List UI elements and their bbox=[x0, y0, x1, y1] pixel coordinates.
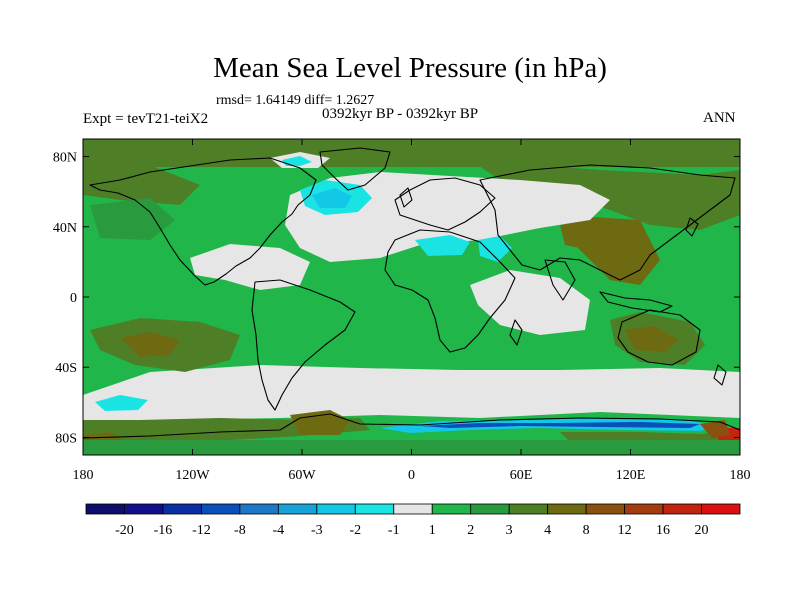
field-pacific-north bbox=[90, 198, 175, 240]
colorbar-label: -2 bbox=[349, 523, 361, 538]
field-labrador-low-core bbox=[312, 188, 352, 208]
field-arctic-lobe-west bbox=[83, 160, 200, 205]
colorbar: -20 -16 -12 -8 -4 -3 -2 -1 1 2 3 4 8 12 16 20 bbox=[85, 503, 741, 538]
coast-north-america bbox=[89, 157, 317, 286]
colorbar-swatch bbox=[662, 503, 702, 515]
field-antarctic-north-orange bbox=[700, 420, 730, 438]
field-southern-band-neutral bbox=[83, 365, 740, 420]
field-sahara-low bbox=[415, 235, 470, 256]
lon-tick-label: 60W bbox=[288, 468, 316, 483]
coast-greenland bbox=[319, 147, 391, 191]
field-polar-bottom bbox=[83, 440, 740, 455]
colorbar-label: 2 bbox=[467, 523, 474, 538]
colorbar-label: 20 bbox=[695, 523, 709, 538]
period-label: 0392kyr BP - 0392kyr BP bbox=[322, 106, 479, 122]
colorbar-swatch bbox=[354, 503, 395, 515]
coast-uk bbox=[399, 187, 413, 208]
colorbar-swatch bbox=[239, 503, 279, 515]
colorbar-swatch bbox=[624, 503, 664, 515]
colorbar-swatch bbox=[277, 503, 318, 515]
coast-asia bbox=[479, 164, 736, 281]
field-australia-core bbox=[625, 326, 678, 352]
lon-tick-label: 180 bbox=[73, 468, 94, 483]
colorbar-swatch bbox=[470, 503, 510, 515]
colorbar-label: -16 bbox=[154, 523, 173, 538]
colorbar-label: -12 bbox=[192, 523, 211, 538]
colorbar-label: 12 bbox=[618, 523, 632, 538]
stats-line: rmsd= 1.64149 diff= 1.2627 bbox=[216, 93, 375, 108]
colorbar-label: 1 bbox=[429, 523, 436, 538]
coast-japan bbox=[685, 217, 699, 237]
field-antarctic-coast-core bbox=[420, 422, 700, 428]
colorbar-swatch bbox=[508, 503, 549, 515]
lon-tick-label: 120W bbox=[175, 468, 210, 483]
coast-australia bbox=[617, 309, 701, 366]
lat-tick-label: 40S bbox=[55, 361, 77, 376]
colorbar-swatch bbox=[201, 503, 241, 515]
lon-tick-label: 60E bbox=[510, 468, 533, 483]
season-label: ANN bbox=[703, 110, 736, 126]
colorbar-swatch bbox=[547, 503, 587, 515]
colorbar-label: -8 bbox=[234, 523, 246, 538]
field-arctic-low bbox=[282, 156, 312, 166]
colorbar-swatch bbox=[124, 503, 164, 515]
lat-tick-label: 40N bbox=[53, 221, 77, 236]
colorbar-swatch bbox=[393, 503, 433, 515]
field-indian-ocean-neutral bbox=[470, 270, 590, 335]
coast-new-zealand bbox=[713, 364, 727, 386]
lon-tick-label: 180 bbox=[730, 468, 751, 483]
coast-indonesia bbox=[599, 291, 673, 313]
colorbar-label: 16 bbox=[656, 523, 670, 538]
lat-tick-label: 0 bbox=[70, 291, 77, 306]
colorbar-label: 4 bbox=[544, 523, 551, 538]
coast-africa bbox=[384, 229, 516, 353]
colorbar-swatch bbox=[431, 503, 472, 515]
lon-tick-label: 0 bbox=[408, 468, 415, 483]
field-south-pacific-low bbox=[95, 395, 148, 411]
colorbar-swatch bbox=[585, 503, 625, 515]
coast-europe bbox=[394, 177, 496, 231]
colorbar-label: -4 bbox=[273, 523, 285, 538]
lat-tick-label: 80N bbox=[53, 151, 77, 166]
lon-tick-label: 120E bbox=[616, 468, 646, 483]
coast-india bbox=[544, 259, 576, 301]
colorbar-label: -1 bbox=[388, 523, 400, 538]
colorbar-label: 8 bbox=[583, 523, 590, 538]
coast-madagascar bbox=[509, 319, 523, 346]
lat-tick-label: 80S bbox=[55, 431, 77, 446]
map-title: Mean Sea Level Pressure (in hPa) bbox=[213, 52, 607, 84]
field-south-pacific-core bbox=[120, 332, 180, 357]
colorbar-label: -3 bbox=[311, 523, 323, 538]
colorbar-label: 3 bbox=[506, 523, 513, 538]
map-axes: 180 120W 60W 0 60E 120E 180 80N 40N 0 40S 80S bbox=[53, 139, 751, 483]
colorbar-swatch bbox=[162, 503, 202, 515]
coast-south-america bbox=[251, 279, 356, 411]
colorbar-swatch bbox=[701, 503, 741, 515]
colorbar-label: -20 bbox=[115, 523, 134, 538]
colorbar-swatch bbox=[85, 503, 125, 515]
field-arctic-lobe-east bbox=[470, 160, 740, 230]
map-field bbox=[83, 139, 740, 455]
colorbar-swatch bbox=[316, 503, 356, 515]
coastlines bbox=[83, 147, 740, 439]
coast-antarctica bbox=[83, 413, 740, 439]
field-siberia-patch bbox=[560, 222, 615, 250]
field-ross-high bbox=[290, 410, 350, 435]
experiment-label: Expt = tevT21-teiX2 bbox=[83, 111, 209, 127]
